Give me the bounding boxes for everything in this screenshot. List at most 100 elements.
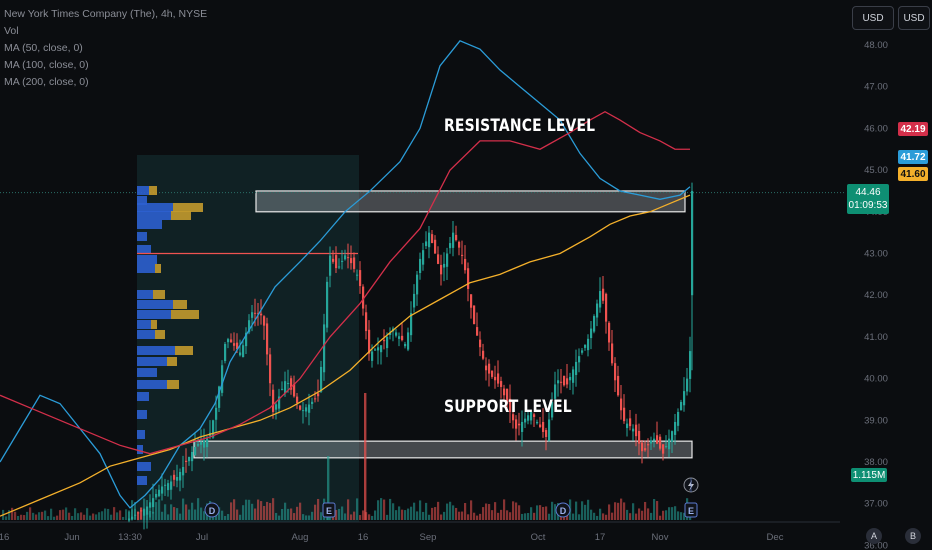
currency-button-right[interactable]: USD — [898, 6, 930, 30]
candle — [659, 436, 662, 449]
candle — [656, 435, 659, 444]
volume-bar — [413, 502, 416, 520]
volume-bar — [422, 511, 425, 520]
candle — [161, 486, 164, 494]
support-level-label: SUPPORT LEVEL — [444, 397, 572, 417]
time-tick-label: Sep — [420, 532, 437, 543]
candle — [503, 388, 506, 396]
volume-profile-bar — [171, 211, 191, 220]
candle — [281, 388, 284, 390]
candle — [308, 404, 311, 413]
log-scale-button[interactable]: B — [905, 528, 921, 544]
volume-bar — [269, 503, 272, 520]
candle — [299, 405, 302, 410]
volume-profile-bar — [137, 357, 167, 366]
candle — [413, 293, 416, 308]
candle — [272, 389, 275, 412]
candle — [569, 376, 572, 381]
candle — [401, 335, 404, 341]
volume-bar — [674, 506, 677, 520]
volume-bar — [14, 511, 17, 520]
candle — [410, 313, 413, 336]
candle — [452, 232, 455, 248]
volume-bar — [401, 509, 404, 520]
volume-bar — [338, 508, 341, 520]
volume-bar — [347, 499, 350, 520]
legend-vol: Vol — [4, 25, 19, 37]
volume-bar — [644, 501, 647, 520]
candle — [398, 336, 401, 339]
price-tick-label: 42.00 — [864, 290, 888, 301]
candle — [572, 369, 575, 383]
volume-bar — [479, 513, 482, 520]
candle — [422, 250, 425, 265]
volume-bar — [200, 507, 203, 520]
volume-bar — [125, 509, 128, 520]
volume-profile-bar — [155, 264, 161, 273]
candle — [476, 327, 479, 336]
currency-button-left[interactable]: USD — [852, 6, 894, 30]
candle — [686, 378, 689, 392]
volume-bar — [656, 501, 659, 520]
volume-bar — [197, 498, 200, 520]
chart-legend: New York Times Company (The), 4h, NYSE V… — [4, 6, 207, 91]
volume-bar — [476, 515, 479, 520]
volume-bar — [116, 512, 119, 520]
volume-bar — [38, 512, 41, 520]
auto-scale-button[interactable]: A — [866, 528, 882, 544]
volume-profile-bar — [167, 380, 179, 389]
volume-bar — [266, 501, 269, 520]
volume-bar — [260, 501, 263, 520]
candle — [164, 484, 167, 486]
candle — [341, 260, 344, 262]
volume-bar — [191, 502, 194, 520]
volume-bar — [524, 513, 527, 520]
dividend-marker-icon — [204, 502, 220, 518]
volume-bar — [98, 512, 101, 520]
volume-profile-bar — [137, 380, 167, 389]
candle — [515, 419, 518, 429]
candle — [539, 424, 542, 427]
volume-bar — [536, 505, 539, 520]
candle — [293, 383, 296, 397]
volume-bar — [65, 507, 68, 520]
candle — [395, 332, 398, 336]
volume-bar — [605, 514, 608, 520]
candle — [212, 420, 215, 438]
volume-bar — [389, 498, 392, 520]
candle — [644, 448, 647, 451]
volume-bar — [242, 505, 245, 520]
volume-bar — [386, 514, 389, 520]
candle — [329, 255, 332, 276]
candle — [635, 424, 638, 437]
candle — [632, 428, 635, 432]
volume-bar — [614, 502, 617, 520]
volume-bar — [170, 504, 173, 520]
volume-bar — [137, 511, 140, 520]
volume-bar — [236, 509, 239, 520]
candle — [302, 410, 305, 412]
volume-bar — [254, 508, 257, 520]
volume-bar — [155, 502, 158, 520]
volume-bar — [341, 506, 344, 520]
candle — [287, 383, 290, 385]
volume-bar — [500, 509, 503, 520]
volume-bar — [467, 514, 470, 520]
volume-bar — [107, 508, 110, 520]
volume-profile-bar — [137, 196, 147, 205]
volume-bar — [368, 514, 371, 520]
volume-bar — [230, 502, 233, 520]
candle — [371, 351, 374, 361]
candle — [470, 294, 473, 308]
time-tick-label: 17 — [595, 532, 606, 543]
candle — [224, 343, 227, 362]
candle — [284, 381, 287, 394]
volume-bar — [5, 516, 8, 520]
candle — [671, 431, 674, 442]
volume-bar — [638, 508, 641, 520]
volume-profile-bar — [155, 330, 165, 339]
volume-bar — [251, 503, 254, 520]
volume-profile-bar — [149, 186, 157, 195]
volume-profile-bar — [137, 368, 157, 377]
